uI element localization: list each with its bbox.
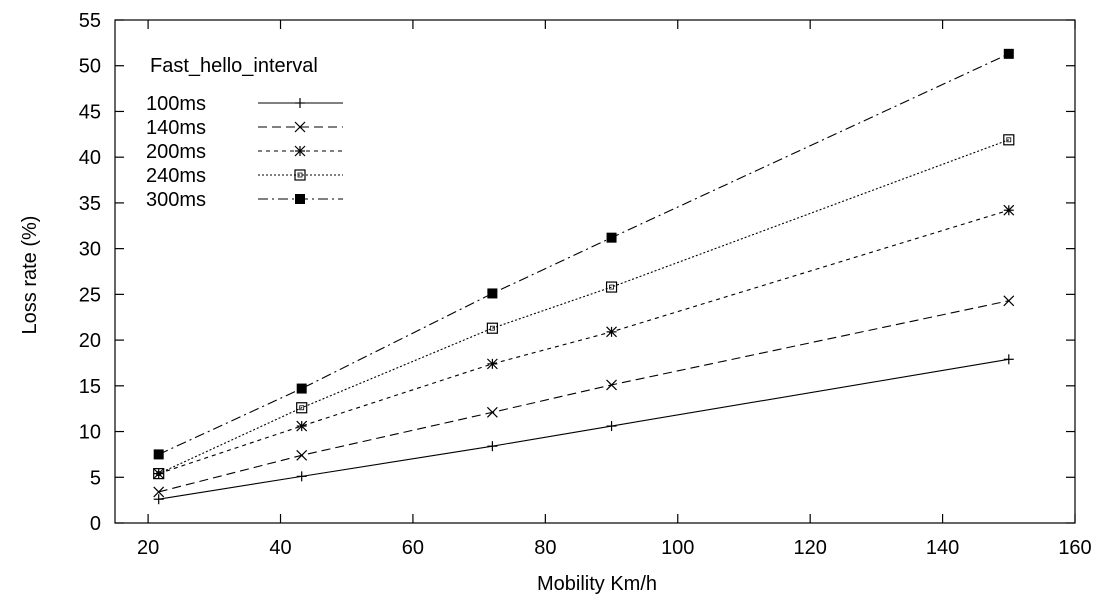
series-lines xyxy=(153,48,1015,505)
legend-marker-140ms xyxy=(294,121,306,133)
legend-label-300ms: 300ms xyxy=(146,189,206,211)
data-point-240ms xyxy=(486,322,498,334)
series-line-240ms xyxy=(158,139,1009,475)
data-point-240ms xyxy=(296,402,308,414)
data-point-140ms xyxy=(486,406,498,418)
legend: Fast_hello_interval 100ms140ms200ms240ms… xyxy=(146,55,343,211)
x-tick-label: 160 xyxy=(1058,537,1091,559)
series-line-200ms xyxy=(158,209,1009,475)
y-tick-label: 15 xyxy=(79,376,101,398)
y-tick-label: 10 xyxy=(79,422,101,444)
legend-label-200ms: 200ms xyxy=(146,141,206,163)
series-line-300ms xyxy=(158,53,1010,455)
y-tick-label: 40 xyxy=(79,147,101,169)
data-point-300ms xyxy=(296,383,307,394)
data-point-200ms xyxy=(486,358,498,370)
x-tick-label: 80 xyxy=(534,537,556,559)
data-point-300ms xyxy=(487,288,498,299)
y-axis-label: Loss rate (%) xyxy=(19,216,41,335)
data-point-240ms xyxy=(153,468,165,480)
x-tick-label: 60 xyxy=(402,537,424,559)
y-tick-label: 50 xyxy=(79,56,101,78)
data-point-200ms xyxy=(606,326,617,338)
legend-marker-240ms xyxy=(294,169,306,181)
data-point-100ms xyxy=(153,494,164,505)
legend-marker-200ms xyxy=(294,145,306,157)
data-point-100ms xyxy=(296,471,307,482)
data-point-300ms xyxy=(606,232,617,243)
data-point-240ms xyxy=(605,281,618,293)
y-tick-label: 20 xyxy=(79,330,101,352)
plot-frame xyxy=(114,19,1076,524)
y-tick-label: 30 xyxy=(79,239,101,261)
axes xyxy=(114,19,1076,524)
data-point-200ms xyxy=(296,420,308,432)
x-tick-label: 140 xyxy=(926,537,959,559)
legend-title: Fast_hello_interval xyxy=(150,55,318,77)
legend-label-240ms: 240ms xyxy=(146,165,206,187)
data-point-200ms xyxy=(1003,204,1015,216)
series-line-140ms xyxy=(158,300,1009,493)
legend-label-140ms: 140ms xyxy=(146,117,206,139)
legend-label-100ms: 100ms xyxy=(146,93,206,115)
legend-marker-300ms xyxy=(295,194,305,204)
y-tick-label: 0 xyxy=(90,513,101,535)
x-axis-label: Mobility Km/h xyxy=(537,573,657,594)
x-tick-label: 40 xyxy=(269,537,291,559)
y-tick-label: 25 xyxy=(79,284,101,306)
data-point-140ms xyxy=(153,486,165,498)
data-point-300ms xyxy=(1003,48,1014,59)
series-line-100ms xyxy=(158,358,1009,500)
data-point-140ms xyxy=(606,379,617,391)
x-tick-label: 100 xyxy=(661,537,694,559)
data-point-100ms xyxy=(606,421,617,432)
data-point-100ms xyxy=(487,441,498,452)
y-tick-label: 35 xyxy=(79,193,101,215)
data-point-140ms xyxy=(296,449,308,461)
data-point-140ms xyxy=(1003,295,1015,307)
data-point-240ms xyxy=(1003,134,1015,146)
x-tick-label: 20 xyxy=(137,537,159,559)
legend-marker-100ms xyxy=(295,98,305,108)
y-tick-label: 55 xyxy=(79,10,101,32)
data-point-100ms xyxy=(1003,354,1014,365)
data-point-300ms xyxy=(153,449,164,460)
y-tick-label: 5 xyxy=(90,467,101,489)
ticks: 0 5 10 15 20 25 30 35 40 45 50 55 20 40 60 80 100 120 140 1… xyxy=(79,10,1092,559)
x-tick-label: 120 xyxy=(793,537,826,559)
y-tick-label: 45 xyxy=(79,101,101,123)
